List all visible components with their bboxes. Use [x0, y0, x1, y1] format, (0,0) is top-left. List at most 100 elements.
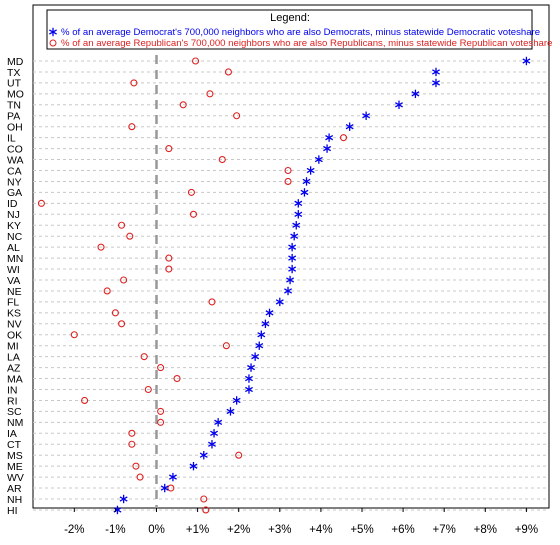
- x-tick-label: +7%: [433, 524, 456, 536]
- x-tick-label: +2%: [227, 524, 250, 536]
- dem-point-id: [294, 199, 303, 208]
- legend-rep-circle-marker: [49, 39, 57, 47]
- state-label-me: ME: [7, 461, 23, 473]
- state-label-pa: PA: [7, 111, 20, 123]
- dem-point-ct: [208, 440, 216, 449]
- rep-point-ct: [128, 440, 136, 448]
- x-tick-label: +4%: [309, 524, 332, 536]
- x-tick-label: +8%: [474, 524, 497, 536]
- x-tick-label: +5%: [350, 524, 373, 536]
- state-label-ct: CT: [7, 439, 22, 451]
- dem-point-wa: [314, 155, 323, 164]
- state-label-wv: WV: [7, 472, 24, 484]
- state-label-ga: GA: [7, 187, 22, 199]
- state-label-ny: NY: [7, 176, 22, 188]
- dem-point-ms: [199, 451, 208, 460]
- dem-point-ky: [292, 221, 301, 230]
- state-label-la: LA: [7, 351, 20, 363]
- x-axis-ticks: -2% -1% 0% +1% +2% +3% +4% +5% +6% +7% +8% +9%: [64, 508, 538, 536]
- legend-rep-label: % of an average Republican's 700,000 nei…: [61, 38, 552, 49]
- rep-point-az: [157, 364, 165, 372]
- rep-point-id: [37, 199, 45, 207]
- state-label-tn: TN: [7, 100, 21, 112]
- dem-point-co: [323, 144, 332, 153]
- state-label-mi: MI: [7, 341, 19, 353]
- dem-point-ne: [284, 286, 292, 296]
- state-label-az: AZ: [7, 362, 21, 374]
- state-label-va: VA: [7, 275, 20, 287]
- rep-point-ia: [128, 429, 136, 437]
- rep-point-wv: [136, 473, 144, 481]
- rep-point-ri: [81, 396, 89, 405]
- state-label-in: IN: [7, 384, 18, 396]
- dem-point-nc: [290, 232, 299, 241]
- dem-point-ma: [244, 374, 253, 383]
- x-tick-label: 0%: [148, 524, 165, 536]
- rep-point-sc: [157, 407, 165, 415]
- rep-point-wi: [165, 265, 173, 273]
- state-label-ca: CA: [7, 165, 22, 177]
- x-tick-label: +1%: [186, 524, 209, 536]
- state-label-ms: MS: [7, 450, 23, 462]
- legend-dem-star-marker: [49, 27, 57, 37]
- state-label-wi: WI: [7, 264, 20, 276]
- dem-point-nm: [214, 418, 223, 427]
- rep-point-wa: [218, 156, 226, 164]
- rep-point-ky: [118, 221, 126, 229]
- rep-point-in: [144, 385, 152, 394]
- dem-point-ks: [265, 308, 274, 318]
- rep-point-nc: [126, 232, 134, 240]
- state-label-md: MD: [7, 56, 24, 68]
- dem-point-al: [288, 242, 297, 252]
- state-label-co: CO: [7, 143, 23, 155]
- rep-point-mn: [165, 254, 173, 262]
- dem-point-oh: [345, 122, 354, 131]
- dem-point-tx: [432, 67, 440, 77]
- state-labels: MDTXUTMOTNPAOHILCOWACANYGAIDNJKYNCALMNWI…: [7, 56, 24, 517]
- rep-point-nj: [189, 210, 198, 218]
- rep-point-ny: [284, 177, 292, 185]
- dem-point-va: [286, 275, 295, 285]
- rep-point-ga: [187, 188, 195, 196]
- dem-point-il: [325, 133, 334, 142]
- state-label-wa: WA: [7, 154, 24, 166]
- rep-point-al: [97, 243, 105, 251]
- dem-point-nv: [261, 319, 270, 328]
- legend-entry-republican: % of an average Republican's 700,000 nei…: [49, 38, 552, 49]
- rep-point-mi: [222, 342, 230, 350]
- state-label-nc: NC: [7, 231, 23, 243]
- rep-point-mo: [206, 90, 214, 98]
- dem-point-ri: [232, 396, 241, 405]
- rep-point-fl: [208, 298, 216, 306]
- legend-title: Legend:: [270, 12, 310, 24]
- dem-point-ia: [210, 429, 219, 438]
- dem-point-nj: [294, 210, 303, 219]
- dem-point-in: [244, 385, 253, 394]
- rep-point-hi: [202, 506, 210, 514]
- rep-point-nm: [157, 418, 165, 426]
- dem-point-ut: [432, 78, 440, 88]
- rep-point-ca: [284, 166, 292, 175]
- rep-point-la: [140, 353, 148, 361]
- rep-point-ma: [173, 374, 181, 383]
- state-label-nv: NV: [7, 319, 22, 331]
- legend: Legend: % of an average Democrat's 700,0…: [46, 9, 552, 50]
- dem-point-ny: [302, 177, 311, 186]
- state-label-fl: FL: [7, 297, 19, 309]
- dem-point-sc: [226, 407, 235, 416]
- dem-point-hi: [113, 505, 122, 515]
- x-tick-label: -2%: [64, 524, 84, 536]
- rep-point-ok: [70, 331, 78, 339]
- dem-point-wv: [168, 472, 177, 482]
- rep-point-ut: [130, 79, 138, 87]
- state-label-mo: MO: [7, 89, 24, 101]
- rep-point-me: [132, 462, 140, 470]
- state-label-al: AL: [7, 242, 20, 254]
- x-tick-label: +9%: [515, 524, 538, 536]
- legend-dem-star: [49, 27, 57, 37]
- legend-dem-label: % of an average Democrat's 700,000 neigh…: [61, 27, 540, 38]
- dem-point-ar: [160, 483, 169, 493]
- state-label-ma: MA: [7, 373, 23, 385]
- state-label-il: IL: [7, 132, 16, 144]
- rep-point-tn: [179, 101, 187, 109]
